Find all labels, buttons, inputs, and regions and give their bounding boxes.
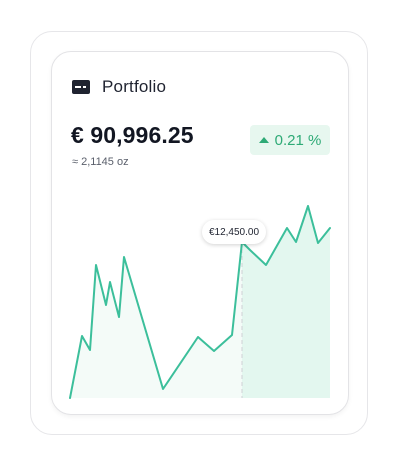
- chart-tooltip: €12,450.00: [202, 220, 266, 244]
- card-title: Portfolio: [102, 77, 167, 96]
- balance-amount: € 90,996.25: [71, 122, 194, 148]
- chart-area-past: [70, 242, 242, 398]
- portfolio-chart[interactable]: [52, 52, 349, 415]
- arrow-up-icon: [258, 136, 269, 143]
- chart-price-line: [69, 205, 331, 399]
- balance-ounces: ≈ 2,1145 oz: [72, 156, 129, 168]
- wallet-icon: [72, 80, 90, 94]
- change-percent: 0.21 %: [274, 131, 322, 149]
- chart-area-active: [242, 206, 330, 398]
- change-badge: 0.21 %: [250, 125, 330, 155]
- card-header: Portfolio: [72, 76, 166, 98]
- portfolio-card[interactable]: Portfolio € 90,996.25 ≈ 2,1145 oz 0.21 %…: [51, 51, 349, 415]
